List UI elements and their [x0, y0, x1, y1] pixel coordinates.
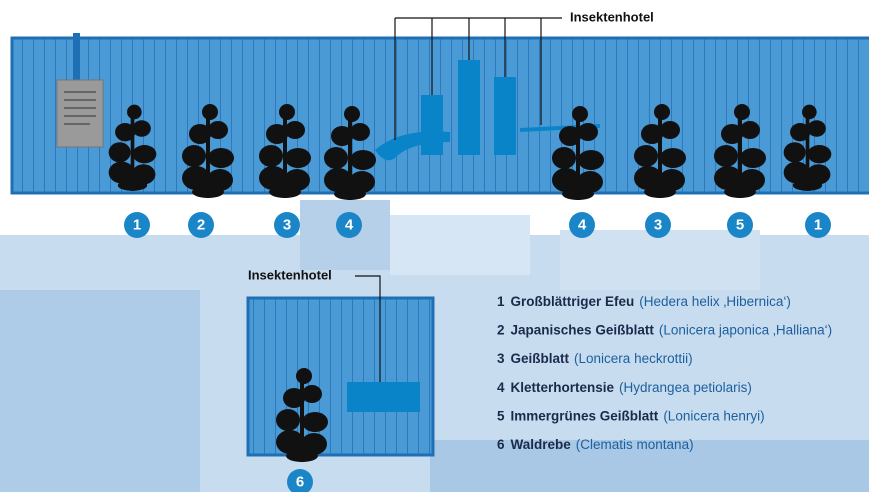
badge-number: 3: [654, 217, 662, 234]
background-city: [0, 200, 869, 492]
hotel-box: [494, 77, 516, 155]
badge: [124, 212, 150, 238]
badge-number: 6: [296, 474, 304, 491]
hotel-leader-line: [355, 275, 381, 382]
badge: [805, 212, 831, 238]
sign-lines: [64, 91, 96, 125]
legend-number: 6: [497, 437, 505, 452]
legend-entry: 5 Immergrünes Geißblatt (Lonicera henryi): [497, 408, 765, 423]
badge: [645, 212, 671, 238]
badge-number: 5: [736, 217, 744, 234]
sign-post: [73, 33, 80, 81]
legend-number: 5: [497, 408, 505, 423]
legend-number: 1: [497, 294, 505, 309]
badge: [274, 212, 300, 238]
hotel-label: Insektenhotel: [570, 9, 654, 24]
legend-name: Kletterhortensie: [511, 379, 615, 394]
legend-latin: (Lonicera henryi): [663, 408, 764, 423]
sign-board: [56, 79, 104, 148]
badge: [569, 212, 595, 238]
legend-entry: 3 Geißblatt (Lonicera heckrottii): [497, 351, 693, 366]
legend-latin: (Clematis montana): [576, 437, 694, 452]
badge: [188, 212, 214, 238]
badge-number: 3: [283, 217, 291, 234]
hotel-label: Insektenhotel: [248, 267, 332, 282]
legend-name: Geißblatt: [511, 351, 570, 366]
hotel-leader-lines: [394, 17, 562, 140]
hotel-box: [421, 95, 443, 155]
badge-number: 4: [345, 217, 354, 234]
bottom-wall: [246, 296, 435, 457]
badge: [287, 469, 313, 492]
badges: 1 2 3 4 4 3 5 1: [124, 212, 831, 238]
legend-name: Japanisches Geißblatt: [511, 322, 655, 337]
badge: [336, 212, 362, 238]
legend-entry: 2 Japanisches Geißblatt (Lonicera japonica…: [497, 322, 832, 337]
legend-latin: (Hydrangea petiolaris): [619, 379, 752, 394]
badge-number: 4: [578, 217, 587, 234]
legend-entry: 4 Kletterhortensie (Hydrangea petiolaris): [497, 379, 752, 394]
hotel-box: [458, 60, 480, 155]
badge-number: 1: [133, 217, 141, 234]
legend-name: Großblättriger Efeu: [511, 294, 635, 309]
legend-number: 3: [497, 351, 505, 366]
legend-entry: 6 Waldrebe (Clematis montana): [497, 437, 694, 452]
badge-number: 1: [814, 217, 822, 234]
legend-number: 2: [497, 322, 505, 337]
badge: [727, 212, 753, 238]
hotel-box: [347, 382, 420, 412]
legend-latin: (Hedera helix ‚Hibernica‘): [639, 294, 791, 309]
legend-name: Waldrebe: [511, 437, 572, 452]
badge-number: 2: [197, 217, 205, 234]
legend-entry: 1 Großblättriger Efeu (Hedera helix ‚Hiber…: [497, 294, 791, 309]
legend: 1 Großblättriger Efeu (Hedera helix ‚Hiber…: [497, 294, 832, 452]
legend-latin: (Lonicera heckrottii): [574, 351, 693, 366]
legend-name: Immergrünes Geißblatt: [511, 408, 659, 423]
legend-latin: (Lonicera japonica ‚Halliana‘): [659, 322, 832, 337]
legend-number: 4: [497, 379, 505, 394]
